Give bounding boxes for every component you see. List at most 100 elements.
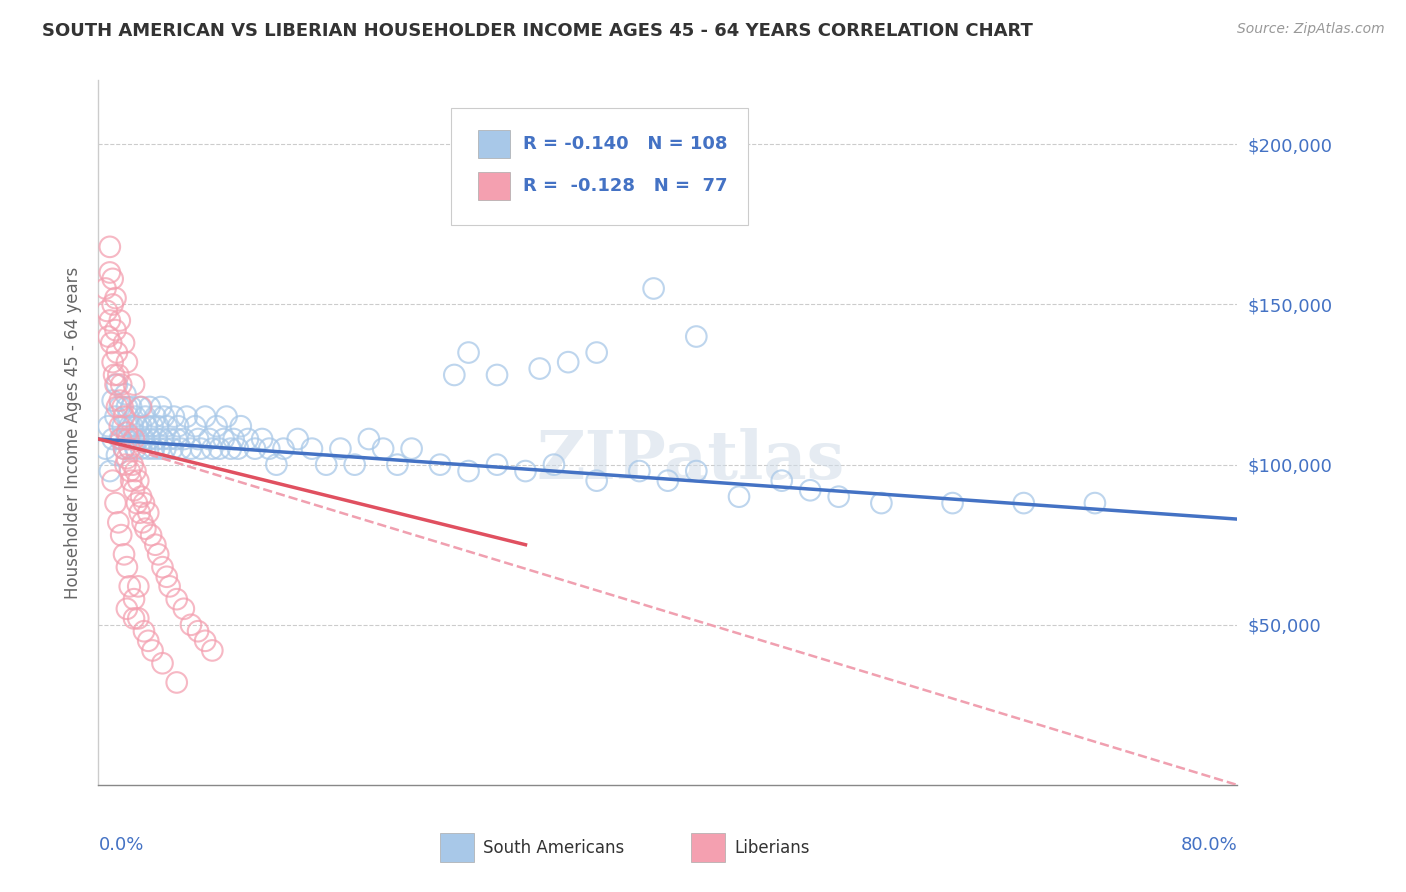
Point: [799, 483, 821, 498]
Point: [105, 448, 128, 462]
Point: [148, 419, 170, 434]
Point: [343, 458, 366, 472]
Point: [101, 272, 124, 286]
Point: [155, 442, 177, 456]
Point: [135, 419, 157, 434]
Point: [685, 329, 707, 343]
Point: [120, 400, 142, 414]
Point: [104, 496, 127, 510]
Point: [136, 633, 159, 648]
Point: [187, 432, 209, 446]
Point: [104, 291, 127, 305]
Text: R =  -0.128   N =  77: R = -0.128 N = 77: [523, 177, 728, 195]
Point: [429, 458, 451, 472]
Point: [243, 442, 266, 456]
Point: [152, 560, 174, 574]
Point: [176, 409, 198, 424]
Point: [152, 657, 174, 671]
Point: [315, 458, 337, 472]
Point: [136, 506, 159, 520]
Point: [122, 432, 145, 446]
Point: [301, 442, 323, 456]
Point: [127, 579, 149, 593]
Point: [543, 458, 565, 472]
Point: [942, 496, 965, 510]
Point: [127, 611, 149, 625]
Text: SOUTH AMERICAN VS LIBERIAN HOUSEHOLDER INCOME AGES 45 - 64 YEARS CORRELATION CHA: SOUTH AMERICAN VS LIBERIAN HOUSEHOLDER I…: [42, 22, 1033, 40]
Point: [145, 538, 167, 552]
Point: [208, 442, 231, 456]
Point: [156, 570, 179, 584]
Point: [166, 592, 188, 607]
Point: [132, 496, 155, 510]
Point: [101, 474, 124, 488]
Point: [114, 387, 136, 401]
Point: [114, 458, 136, 472]
Point: [101, 393, 124, 408]
Point: [557, 355, 579, 369]
Point: [184, 419, 207, 434]
Point: [226, 442, 249, 456]
Point: [122, 432, 145, 446]
Point: [124, 464, 146, 478]
Point: [107, 516, 129, 530]
Point: [138, 400, 160, 414]
Point: [187, 624, 209, 639]
Point: [163, 409, 186, 424]
FancyBboxPatch shape: [478, 129, 509, 158]
Point: [190, 442, 212, 456]
Point: [134, 409, 156, 424]
Point: [173, 432, 195, 446]
Point: [201, 442, 224, 456]
Point: [1084, 496, 1107, 510]
Point: [215, 409, 238, 424]
Point: [173, 601, 195, 615]
Point: [728, 490, 751, 504]
Point: [198, 432, 221, 446]
Point: [159, 579, 181, 593]
Point: [457, 464, 479, 478]
Point: [115, 355, 138, 369]
Point: [131, 516, 153, 530]
Point: [373, 442, 395, 456]
Point: [94, 281, 117, 295]
Point: [150, 400, 173, 414]
Point: [273, 442, 295, 456]
Point: [115, 432, 138, 446]
Point: [104, 323, 127, 337]
Point: [98, 265, 121, 279]
Point: [128, 400, 150, 414]
Point: [108, 400, 131, 414]
Point: [129, 419, 152, 434]
Point: [250, 432, 273, 446]
FancyBboxPatch shape: [690, 833, 725, 863]
Text: R = -0.140   N = 108: R = -0.140 N = 108: [523, 135, 728, 153]
Point: [104, 409, 127, 424]
Point: [129, 400, 152, 414]
Point: [142, 442, 165, 456]
Point: [110, 377, 132, 392]
Point: [111, 400, 134, 414]
Point: [112, 442, 135, 456]
Point: [515, 464, 537, 478]
Point: [128, 506, 150, 520]
Point: [180, 442, 202, 456]
Point: [115, 425, 138, 440]
Point: [111, 419, 134, 434]
Point: [152, 432, 174, 446]
Point: [118, 464, 141, 478]
Point: [94, 442, 117, 456]
Point: [401, 442, 423, 456]
Text: Liberians: Liberians: [734, 838, 810, 856]
Point: [486, 368, 509, 382]
Point: [212, 432, 235, 446]
Point: [643, 281, 665, 295]
Point: [115, 560, 138, 574]
Point: [112, 442, 135, 456]
Point: [219, 442, 242, 456]
Point: [124, 442, 146, 456]
Point: [101, 432, 124, 446]
Point: [115, 601, 138, 615]
Point: [122, 592, 145, 607]
Point: [115, 451, 138, 466]
